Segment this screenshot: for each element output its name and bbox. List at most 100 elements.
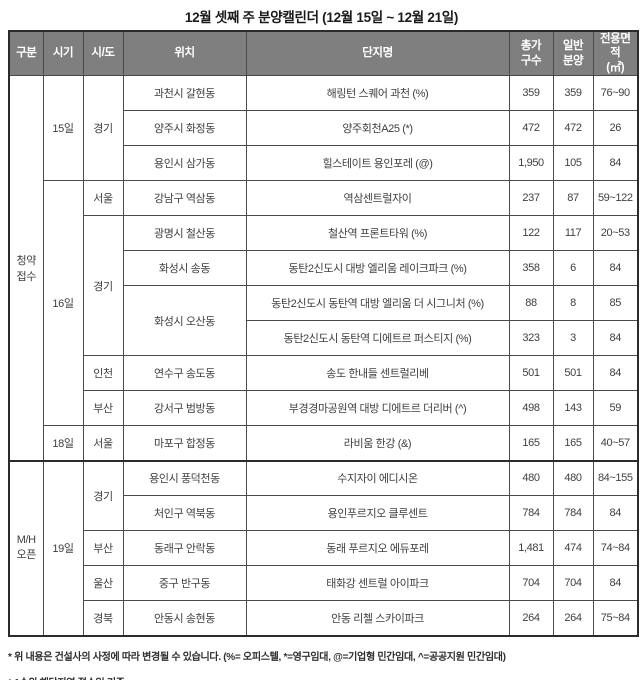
table-row: M/H 오픈 19일 경기 용인시 풍덕천동 수지자이 에디시온 480 480… (8, 459, 639, 637)
cell-location: 화성시 오산동 (122, 285, 247, 357)
cell-general-sale: 8 (552, 285, 594, 322)
table-row: 인천 연수구 송도동 송도 한내들 센트럴리베 501 501 84 (9, 355, 639, 392)
cell-category: M/H 오픈 (8, 459, 44, 637)
cell-complex-name: 라비움 한강 (&) (245, 425, 510, 462)
cell-general-sale: 165 (552, 425, 594, 462)
cell-exclusive-area: 84 (592, 355, 639, 392)
cell-complex-name: 역삼센트럴자이 (245, 180, 510, 217)
cell-exclusive-area: 84~155 (592, 459, 639, 497)
cell-exclusive-area: 76~90 (592, 75, 639, 112)
cell-exclusive-area: 84 (592, 565, 639, 602)
footnote-priority-basis: * 1순위 해당지역 접수일 기준 (8, 674, 637, 680)
cell-exclusive-area: 20~53 (592, 215, 639, 252)
cell-total-households: 498 (508, 390, 554, 427)
cell-complex-name: 힐스테이트 용인포레 (@) (245, 145, 510, 182)
cell-total-households: 237 (508, 180, 554, 217)
cell-location: 강남구 역삼동 (122, 180, 247, 217)
header-location: 위치 (122, 30, 247, 77)
cell-general-sale: 501 (552, 355, 594, 392)
cell-exclusive-area: 75~84 (592, 600, 639, 637)
header-region: 시/도 (82, 30, 124, 77)
cell-general-sale: 6 (552, 250, 594, 287)
cell-general-sale: 784 (552, 495, 594, 532)
cell-complex-name: 송도 한내들 센트럴리베 (245, 355, 510, 392)
cell-complex-name: 양주회천A25 (*) (245, 110, 510, 147)
table-row: 화성시 오산동 동탄2신도시 동탄역 대방 엘리움 더 시그니처 (%) 88 … (9, 285, 639, 357)
table-row: 용인시 삼가동 힐스테이트 용인포레 (@) 1,950 105 84 (9, 145, 639, 182)
cell-general-sale: 105 (552, 145, 594, 182)
cell-exclusive-area: 84 (592, 145, 639, 182)
cell-complex-name: 수지자이 에디시온 (245, 459, 510, 497)
table-row: 화성시 송동 동탄2신도시 대방 엘리움 레이크파크 (%) 358 6 84 (9, 250, 639, 287)
cell-general-sale: 472 (552, 110, 594, 147)
cell-date: 16일 (42, 180, 84, 427)
table-row: 부산 강서구 범방동 부경경마공원역 대방 디에트르 더리버 (^) 498 1… (9, 390, 639, 427)
cell-complex-name: 부경경마공원역 대방 디에트르 더리버 (^) (245, 390, 510, 427)
cell-general-sale: 3 (552, 320, 594, 357)
cell-general-sale: 480 (552, 459, 594, 497)
sale-calendar-table: 구분 시기 시/도 위치 단지명 총가 구수 일반 분양 전용면적 (㎡) 청약… (8, 30, 639, 637)
cell-location: 양주시 화정동 (122, 110, 247, 147)
cell-general-sale: 359 (552, 75, 594, 112)
cell-complex-name: 해링턴 스퀘어 과천 (%) (245, 75, 510, 112)
table-row: 청약 접수 15일 경기 과천시 갈현동 해링턴 스퀘어 과천 (%) 359 … (8, 75, 639, 462)
cell-general-sale: 143 (552, 390, 594, 427)
table-row: 경북 안동시 송현동 안동 리첼 스카이파크 264 264 75~84 (9, 600, 639, 637)
table-row: 18일 서울 마포구 합정동 라비움 한강 (&) 165 165 40~57 (9, 425, 639, 462)
cell-total-households: 784 (508, 495, 554, 532)
cell-region: 인천 (82, 355, 124, 392)
cell-exclusive-area: 84 (592, 250, 639, 287)
cell-region: 경북 (82, 600, 124, 637)
cell-total-households: 122 (508, 215, 554, 252)
cell-complex-name: 철산역 프론트타워 (%) (245, 215, 510, 252)
cell-exclusive-area: 85 (592, 285, 639, 322)
cell-complex-name: 태화강 센트럴 아이파크 (245, 565, 510, 602)
cell-complex-name: 동탄2신도시 동탄역 디에트르 퍼스티지 (%) (245, 320, 510, 357)
cell-exclusive-area: 40~57 (592, 425, 639, 462)
footnote-change-notice: * 위 내용은 건설사의 사정에 따라 변경될 수 있습니다. (%= 오피스텔… (8, 651, 506, 663)
table-row: 부산 동래구 안락동 동래 푸르지오 에듀포레 1,481 474 74~84 (9, 530, 639, 567)
cell-total-households: 501 (508, 355, 554, 392)
table-row: 양주시 화정동 양주회천A25 (*) 472 472 26 (9, 110, 639, 147)
cell-location: 연수구 송도동 (122, 355, 247, 392)
cell-general-sale: 117 (552, 215, 594, 252)
cell-total-households: 88 (508, 285, 554, 322)
cell-total-households: 1,481 (508, 530, 554, 567)
cell-region: 서울 (82, 180, 124, 217)
cell-general-sale: 87 (552, 180, 594, 217)
header-category: 구분 (8, 30, 44, 77)
cell-exclusive-area: 59~122 (592, 180, 639, 217)
cell-exclusive-area: 84 (592, 495, 639, 532)
header-exclusive-area: 전용면적 (㎡) (592, 30, 639, 77)
cell-date: 18일 (42, 425, 84, 462)
cell-complex-name: 동탄2신도시 대방 엘리움 레이크파크 (%) (245, 250, 510, 287)
cell-location: 광명시 철산동 (122, 215, 247, 252)
cell-date: 15일 (42, 75, 84, 182)
footnotes: * 위 내용은 건설사의 사정에 따라 변경될 수 있습니다. (%= 오피스텔… (8, 648, 637, 680)
cell-region: 부산 (82, 390, 124, 427)
cell-region: 울산 (82, 565, 124, 602)
cell-location: 용인시 풍덕천동 (122, 459, 247, 497)
cell-general-sale: 474 (552, 530, 594, 567)
table-row: 16일 서울 강남구 역삼동 역삼센트럴자이 237 87 59~122 (9, 180, 639, 427)
cell-date: 19일 (42, 459, 84, 637)
cell-total-households: 472 (508, 110, 554, 147)
cell-location: 강서구 범방동 (122, 390, 247, 427)
cell-region: 경기 (82, 459, 124, 532)
cell-total-households: 165 (508, 425, 554, 462)
cell-exclusive-area: 59 (592, 390, 639, 427)
cell-total-households: 359 (508, 75, 554, 112)
header-date: 시기 (42, 30, 84, 77)
cell-total-households: 264 (508, 600, 554, 637)
cell-complex-name: 동탄2신도시 동탄역 대방 엘리움 더 시그니처 (%) (245, 285, 510, 322)
table-row: 동탄2신도시 동탄역 디에트르 퍼스티지 (%) 323 3 84 (9, 320, 639, 357)
cell-complex-name: 용인푸르지오 클루센트 (245, 495, 510, 532)
cell-total-households: 704 (508, 565, 554, 602)
cell-complex-name: 동래 푸르지오 에듀포레 (245, 530, 510, 567)
cell-region: 서울 (82, 425, 124, 462)
cell-total-households: 480 (508, 459, 554, 497)
header-general-sale: 일반 분양 (552, 30, 594, 77)
cell-location: 중구 반구동 (122, 565, 247, 602)
cell-complex-name: 안동 리첼 스카이파크 (245, 600, 510, 637)
